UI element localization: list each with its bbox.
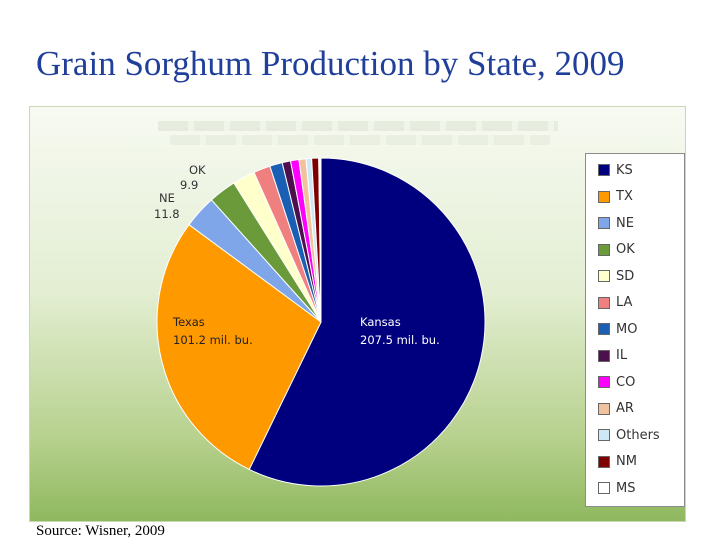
legend-label-il: IL	[616, 348, 628, 363]
legend-swatch-ne	[598, 217, 610, 229]
legend-label-ks: KS	[616, 162, 633, 178]
legend-item-nm: NM	[598, 454, 637, 470]
legend-item-sd: SD	[598, 268, 634, 284]
legend-swatch-sd	[598, 270, 610, 282]
label-ne-value: 11.8	[154, 207, 180, 221]
legend-swatch-ks	[598, 164, 610, 176]
legend-swatch-mo	[598, 323, 610, 335]
legend-item-ar: AR	[598, 401, 634, 417]
legend-swatch-ok	[598, 243, 610, 256]
legend-swatch-ar	[598, 402, 610, 415]
legend-label-ms: MS	[616, 480, 636, 496]
pie-slice-ms	[318, 157, 322, 323]
pie-slice-tx	[156, 223, 322, 471]
label-ok-value: 9.9	[180, 178, 198, 192]
label-ne-name: NE	[159, 191, 175, 205]
faded-chart-subheading	[170, 135, 550, 145]
legend-swatch-ms	[598, 482, 610, 494]
legend-item-ok: OK	[598, 242, 635, 258]
label-kansas-value: 207.5 mil. bu.	[360, 333, 440, 347]
legend-item-la: LA	[598, 295, 632, 311]
slide-title: Grain Sorghum Production by State, 2009	[36, 44, 625, 83]
legend-label-la: LA	[616, 295, 633, 310]
chart-panel: OK 9.9 NE 11.8 Texas 101.2 mil. bu. Kans…	[29, 106, 686, 522]
label-ok-name: OK	[189, 163, 206, 177]
faded-chart-heading	[158, 121, 558, 131]
legend-swatch-co	[598, 376, 610, 388]
legend-label-nm: NM	[616, 454, 637, 469]
chart-legend: KS TX NE OK SD LA MO IL CO AR Others NM MS	[585, 153, 685, 507]
legend-item-others: Others	[598, 427, 660, 443]
legend-label-others: Others	[616, 427, 660, 443]
legend-swatch-la	[598, 296, 610, 309]
legend-swatch-nm	[598, 455, 610, 468]
source-label: Source: Wisner, 2009	[36, 523, 165, 539]
legend-label-ok: OK	[616, 242, 635, 257]
label-texas-value: 101.2 mil. bu.	[173, 333, 253, 347]
legend-label-sd: SD	[616, 268, 635, 284]
legend-item-ne: NE	[598, 215, 634, 231]
legend-item-mo: MO	[598, 321, 637, 337]
legend-swatch-tx	[598, 190, 610, 203]
legend-swatch-il	[598, 349, 610, 362]
legend-item-il: IL	[598, 348, 627, 364]
legend-label-tx: TX	[616, 189, 633, 204]
legend-item-ks: KS	[598, 162, 633, 178]
pie-chart: OK 9.9 NE 11.8 Texas 101.2 mil. bu. Kans…	[154, 157, 486, 487]
legend-label-ar: AR	[616, 401, 634, 416]
legend-swatch-others	[598, 429, 610, 441]
legend-item-ms: MS	[598, 480, 635, 496]
pie-slices	[156, 157, 486, 487]
legend-item-tx: TX	[598, 189, 633, 205]
label-kansas-name: Kansas	[360, 315, 401, 329]
pie-slice-ks	[248, 157, 486, 487]
legend-label-ne: NE	[616, 215, 634, 231]
legend-label-co: CO	[616, 374, 636, 390]
legend-item-co: CO	[598, 374, 635, 390]
label-texas-name: Texas	[172, 315, 205, 329]
legend-label-mo: MO	[616, 321, 638, 337]
